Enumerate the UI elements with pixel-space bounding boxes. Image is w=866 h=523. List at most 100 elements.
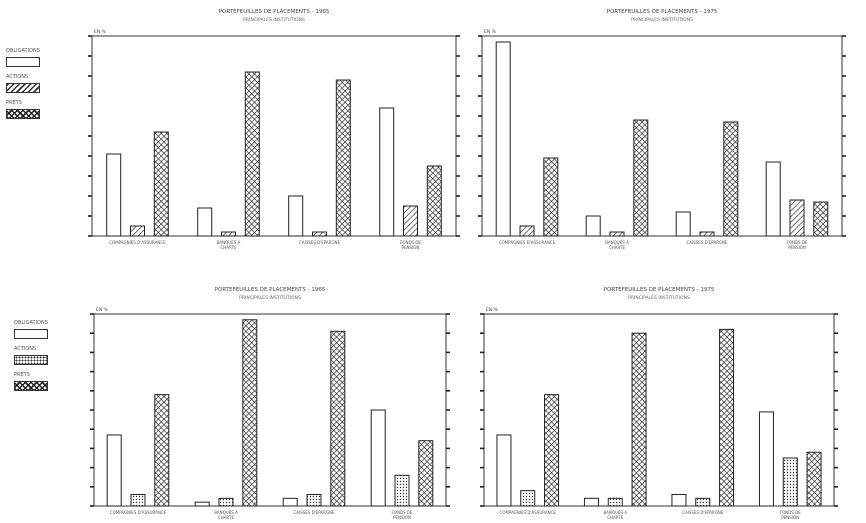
legend-item: PRETS [6, 100, 40, 119]
bar-prets [330, 330, 346, 507]
chart-subtitle: PRINCIPALES INSTITUTIONS [628, 295, 690, 301]
legend-label: ACTIONS [6, 74, 29, 80]
legend-label: OBLIGATIONS [14, 320, 48, 326]
bar-prets [426, 165, 442, 237]
x-tick-label: CHARTE [221, 245, 237, 250]
x-tick-label: COMPAGNIES D'ASSURANCE [499, 240, 556, 245]
bar-obligations [675, 211, 691, 237]
bar-prets [335, 79, 351, 237]
x-tick-label: COMPAGNIES D'ASSURANCE [109, 240, 166, 245]
x-tick-label: CAISSES D'EPARGNE [299, 240, 341, 245]
bar-prets [719, 328, 735, 507]
bar-obligations [583, 497, 599, 507]
legend-swatch-prets [14, 381, 48, 391]
plot-frame [483, 313, 835, 507]
bar-actions [403, 205, 418, 237]
bar-prets [242, 319, 258, 507]
legend-item: OBLIGATIONS [6, 48, 40, 67]
bar-actions [221, 231, 236, 237]
bar-obligations [495, 41, 511, 237]
x-tick-label: BANQUES A [605, 240, 629, 245]
x-tick-label: CAISSES D'EPARGNE [293, 510, 335, 515]
bar-prets [544, 394, 560, 507]
y-axis-label: EN % [484, 29, 497, 35]
x-tick-label: PENSION [788, 245, 806, 250]
bar-prets [813, 201, 829, 237]
x-tick-label: FONDS DE [787, 240, 808, 245]
bar-obligations [106, 434, 122, 507]
bar-prets [418, 440, 434, 507]
bar-prets [244, 71, 260, 237]
plot-frame [91, 35, 457, 237]
x-tick-label: CAISSES D'EPARGNE [682, 510, 724, 515]
chart-title: PORTEFEUILLES DE PLACEMENTS - 1965 [215, 287, 326, 293]
chart-panel-3: PORTEFEUILLES DE PLACEMENTS - 1965 PRINCI… [90, 287, 450, 520]
bar-actions [306, 493, 322, 507]
legend-label: ACTIONS [14, 346, 37, 352]
x-tick-label: FONDS DE [780, 510, 801, 515]
bar-actions [782, 457, 798, 507]
bar-actions [520, 490, 536, 507]
bar-obligations [106, 153, 122, 237]
legend-top: OBLIGATIONS ACTIONS PRETS [6, 48, 40, 126]
bar-actions [699, 231, 715, 237]
bar-obligations [496, 434, 512, 507]
bar-actions [609, 231, 625, 237]
legend-swatch-obligations [14, 329, 48, 339]
bar-prets [543, 157, 559, 237]
x-tick-label: BANQUES A [603, 510, 627, 515]
x-tick-label: BANQUES A [214, 510, 238, 515]
chart-subtitle: PRINCIPALES INSTITUTIONS [239, 295, 301, 301]
legend-item: OBLIGATIONS [14, 320, 48, 339]
bar-prets [633, 119, 649, 237]
legend-label: OBLIGATIONS [6, 48, 40, 54]
bar-obligations [194, 501, 210, 507]
bar-obligations [370, 409, 386, 507]
plot-frame [481, 35, 843, 237]
bar-obligations [288, 195, 304, 237]
legend-item: ACTIONS [14, 346, 48, 365]
y-axis-label: EN % [486, 307, 499, 313]
x-tick-label: CHARTE [607, 515, 623, 520]
legend-swatch-prets [6, 109, 40, 119]
legend-item: ACTIONS [6, 74, 40, 93]
x-tick-label: CAISSES D'EPARGNE [686, 240, 728, 245]
chart-subtitle: PRINCIPALES INSTITUTIONS [631, 17, 693, 23]
chart-panel-2: PORTEFEUILLES DE PLACEMENTS - 1975 PRINCI… [478, 9, 846, 250]
bar-actions [607, 497, 623, 507]
legend-swatch-obligations [6, 57, 40, 67]
chart-title: PORTEFEUILLES DE PLACEMENTS - 1965 [219, 9, 330, 15]
legend-item: PRETS [14, 372, 48, 391]
legend-bottom: OBLIGATIONS ACTIONS PRETS [14, 320, 48, 398]
x-tick-label: CHARTE [218, 515, 234, 520]
bar-obligations [671, 493, 687, 507]
bar-actions [130, 225, 145, 237]
bar-obligations [585, 215, 601, 237]
chart-title: PORTEFEUILLES DE PLACEMENTS - 1975 [607, 9, 718, 15]
y-axis-label: EN % [96, 307, 109, 313]
bar-actions [789, 199, 805, 237]
chart-panel-1: PORTEFEUILLES DE PLACEMENTS - 1965 PRINCI… [88, 9, 460, 250]
y-axis-label: EN % [94, 29, 107, 35]
bar-prets [806, 451, 822, 507]
x-tick-label: FONDS DE [400, 240, 421, 245]
legend-label: PRETS [6, 100, 22, 106]
bar-actions [130, 493, 146, 507]
x-tick-label: PENSION [402, 245, 420, 250]
x-tick-label: COMPAGNIES D'ASSURANCE [110, 510, 167, 515]
bar-prets [154, 394, 170, 507]
bar-actions [695, 497, 711, 507]
bar-actions [519, 225, 535, 237]
legend-swatch-actions [6, 83, 40, 93]
bar-prets [153, 131, 169, 237]
legend-swatch-actions [14, 355, 48, 365]
legend-label: PRETS [14, 372, 30, 378]
x-tick-label: CHARTE [609, 245, 625, 250]
x-tick-label: BANQUES A [217, 240, 241, 245]
x-tick-label: FONDS DE [392, 510, 413, 515]
bar-prets [631, 332, 647, 507]
bar-obligations [282, 497, 298, 507]
chart-subtitle: PRINCIPALES INSTITUTIONS [243, 17, 305, 23]
chart-panel-4: PORTEFEUILLES DE PLACEMENTS - 1975 PRINCI… [480, 287, 838, 520]
bar-obligations [765, 161, 781, 237]
